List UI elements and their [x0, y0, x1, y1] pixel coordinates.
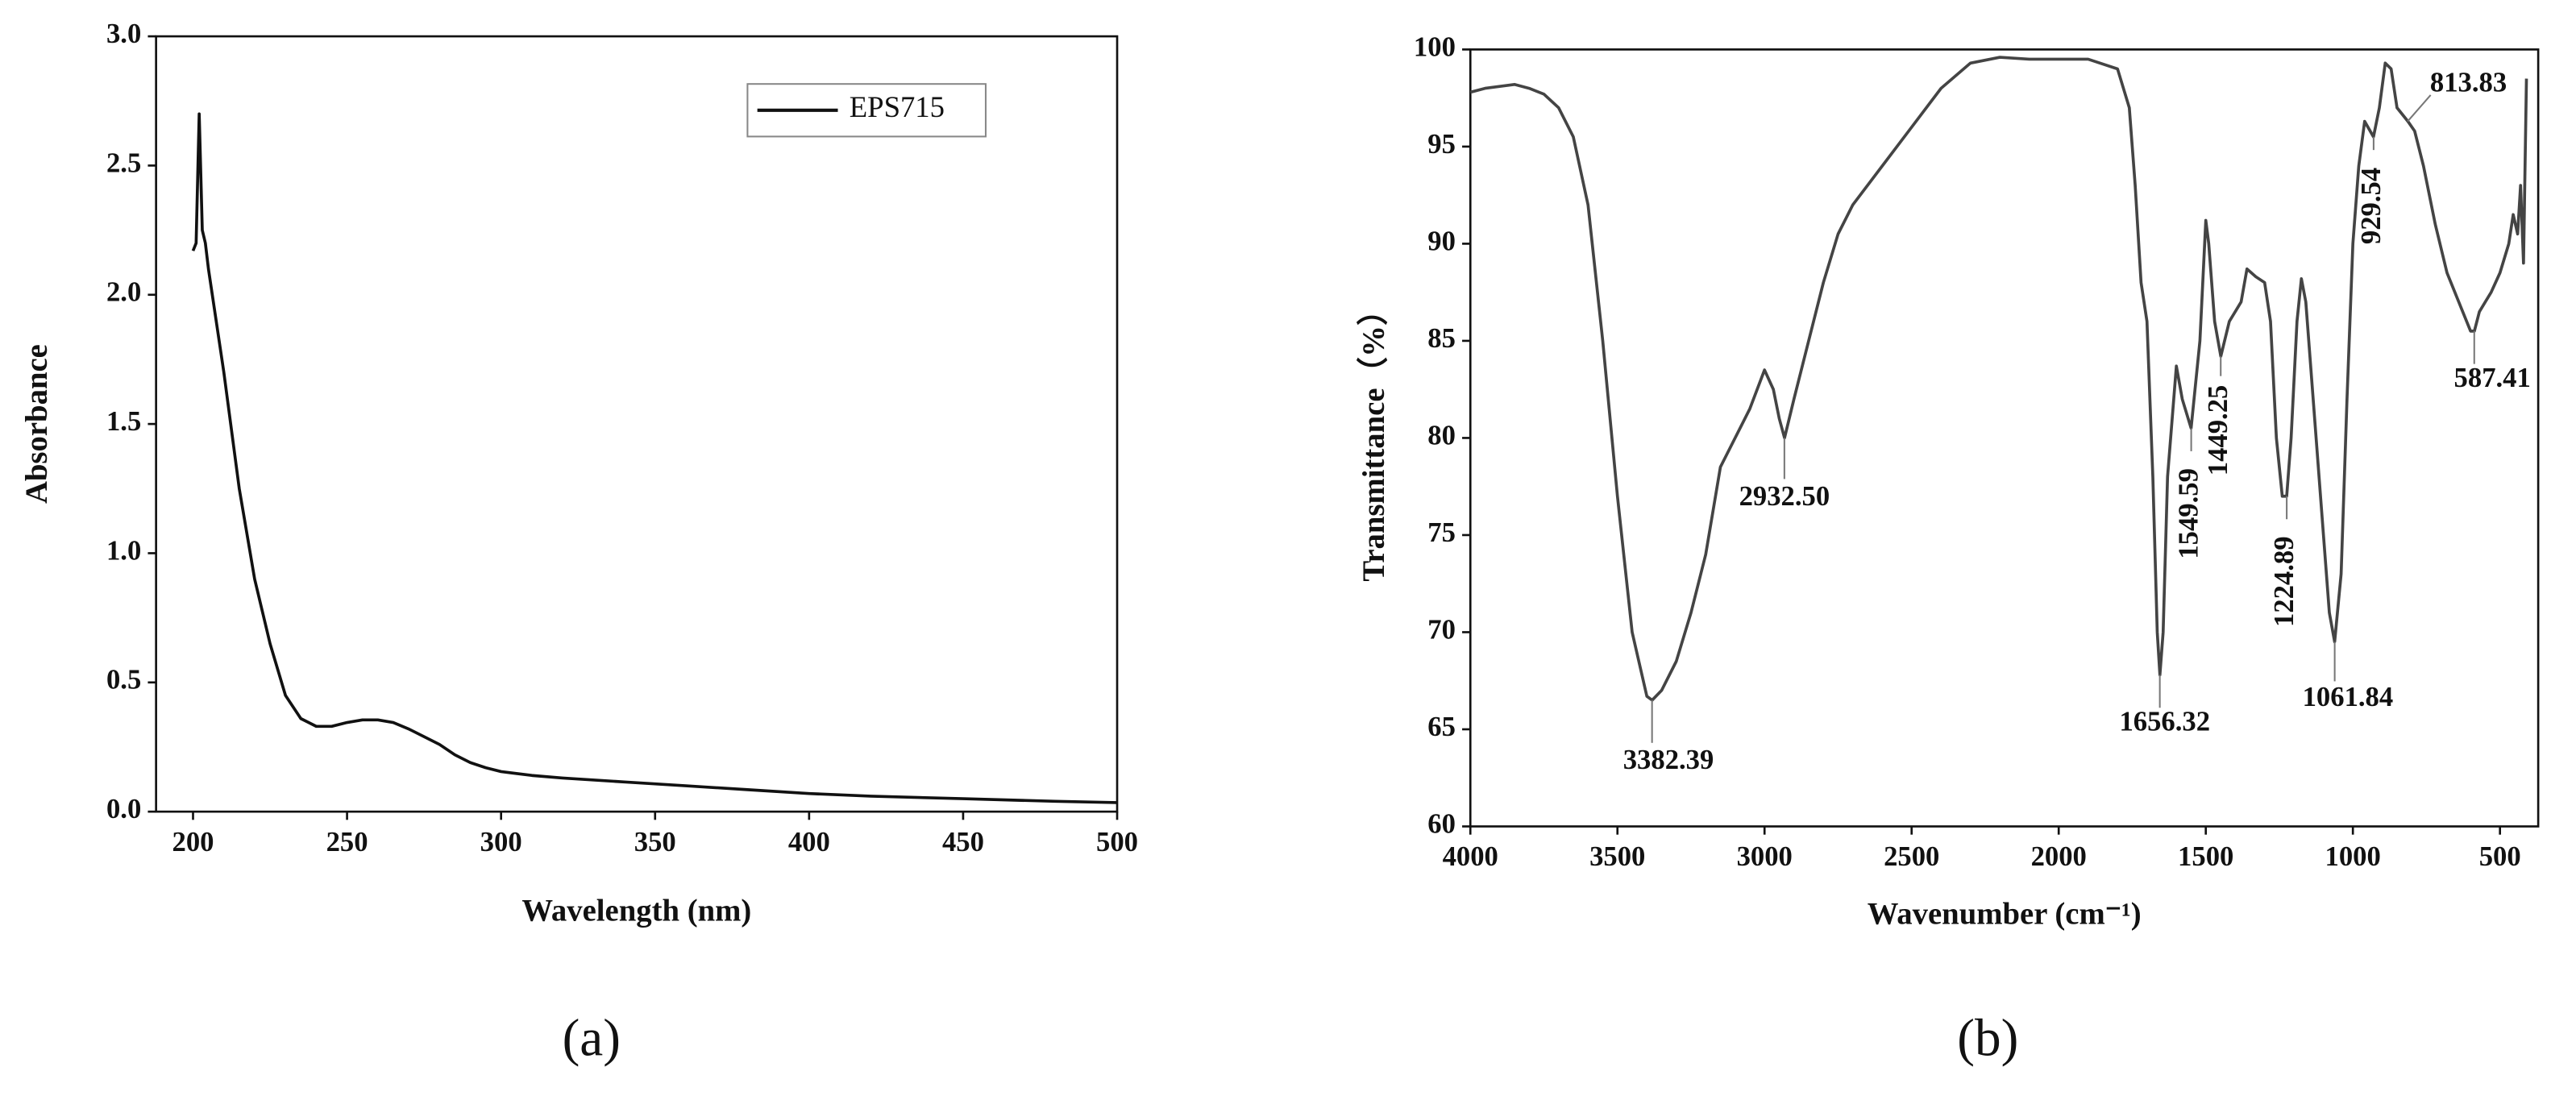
line-series [1469, 56, 2528, 702]
x-tick-label: 3500 [1589, 841, 1645, 872]
x-tick-label: 450 [942, 827, 984, 857]
x-tick-label: 1500 [2178, 841, 2233, 872]
annotation: 929.54 [2356, 168, 2387, 244]
annotation: 1549.59 [2174, 468, 2204, 559]
y-tick-label: 80 [1427, 420, 1456, 450]
annotation-leader [2407, 94, 2432, 122]
annotation: 1061.84 [2303, 682, 2394, 712]
line-series [191, 112, 1118, 804]
annotation: 1224.89 [2269, 536, 2300, 627]
y-tick-label: 3.0 [106, 19, 141, 49]
plot-frame [155, 35, 1119, 813]
x-tick-label: 200 [172, 827, 214, 857]
y-tick-label: 1.5 [106, 406, 141, 437]
y-axis-label: Transmittance（%） [1357, 294, 1391, 581]
y-tick-label: 65 [1427, 712, 1456, 742]
y-tick-label: 2.5 [106, 147, 141, 178]
panel-label: (b) [1957, 1010, 2018, 1068]
y-tick-label: 100 [1414, 31, 1456, 62]
x-tick-label: 2500 [1884, 841, 1939, 872]
x-tick-label: 4000 [1443, 841, 1498, 872]
chart: 4000 3500 3000 2500 2000 1500 1000 500 60 65 70 75 8… [1357, 31, 2540, 1068]
y-tick-label: 70 [1427, 614, 1456, 645]
chart: 200 250 300 350 400 450 500 0.0 0.5 1.0 1.5 2.0 2.5 3… [19, 19, 1138, 1067]
x-tick-label: 500 [1096, 827, 1138, 857]
x-tick-label: 2000 [2031, 841, 2087, 872]
y-tick-label: 2.0 [106, 277, 141, 308]
y-tick-label: 1.0 [106, 535, 141, 566]
x-axis-label: Wavelength (nm) [521, 893, 751, 928]
y-tick-label: 0.0 [106, 794, 141, 824]
annotation: 813.83 [2430, 68, 2507, 98]
y-tick-label: 90 [1427, 226, 1456, 256]
legend-label: EPS715 [850, 90, 945, 123]
y-tick-label: 75 [1427, 517, 1456, 548]
y-tick-label: 85 [1427, 323, 1456, 354]
annotation: 2932.50 [1739, 481, 1830, 512]
y-tick-label: 60 [1427, 808, 1456, 839]
x-tick-label: 3000 [1737, 841, 1793, 872]
annotation: 587.41 [2454, 363, 2531, 393]
x-tick-label: 250 [326, 827, 368, 857]
x-axis-label: Wavenumber (cm⁻¹) [1868, 896, 2142, 931]
y-axis-label: Absorbance [19, 344, 54, 504]
annotation: 1449.25 [2203, 385, 2233, 476]
x-tick-label: 1000 [2325, 841, 2381, 872]
x-tick-label: 400 [788, 827, 830, 857]
y-tick-label: 95 [1427, 129, 1456, 160]
panel-label: (a) [563, 1010, 621, 1068]
annotation: 1656.32 [2119, 707, 2210, 737]
y-tick-label: 0.5 [106, 665, 141, 695]
x-tick-label: 350 [634, 827, 676, 857]
annotation: 3382.39 [1623, 745, 1714, 775]
x-tick-label: 500 [2479, 841, 2521, 872]
x-tick-label: 300 [480, 827, 522, 857]
